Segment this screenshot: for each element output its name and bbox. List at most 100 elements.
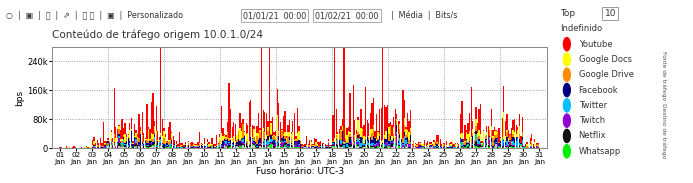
Bar — [527, 142, 528, 144]
Bar — [198, 146, 199, 147]
Bar — [166, 142, 168, 143]
Bar — [379, 144, 380, 147]
Bar — [284, 141, 286, 142]
Bar — [477, 144, 478, 146]
Bar — [335, 135, 337, 139]
Bar — [120, 147, 121, 148]
Bar — [198, 142, 199, 145]
Bar — [171, 145, 173, 146]
Bar — [252, 138, 253, 139]
Bar — [256, 133, 258, 136]
Bar — [339, 147, 340, 148]
Bar — [362, 127, 363, 129]
Bar — [220, 146, 222, 147]
Bar — [294, 141, 295, 145]
Circle shape — [563, 83, 570, 97]
Bar — [115, 138, 116, 146]
Bar — [483, 130, 484, 131]
Bar — [166, 143, 168, 145]
Bar — [141, 112, 143, 135]
Bar — [244, 145, 245, 147]
Bar — [308, 145, 309, 147]
Bar — [371, 133, 373, 140]
Bar — [284, 142, 286, 143]
Bar — [155, 145, 157, 146]
Bar — [512, 137, 514, 141]
Bar — [351, 142, 352, 144]
Bar — [363, 146, 365, 147]
Bar — [171, 138, 173, 141]
Bar — [346, 147, 348, 148]
X-axis label: Fuso horário: UTC-3: Fuso horário: UTC-3 — [256, 167, 344, 176]
Bar — [356, 141, 357, 142]
Bar — [466, 139, 467, 140]
Bar — [394, 137, 396, 142]
Bar — [385, 131, 387, 139]
Bar — [331, 145, 332, 147]
Bar — [408, 132, 410, 140]
Bar — [239, 140, 240, 141]
Bar — [98, 147, 99, 148]
Bar — [384, 144, 385, 147]
Bar — [390, 126, 391, 128]
Bar — [392, 141, 393, 142]
Bar — [484, 146, 486, 147]
Bar — [531, 134, 532, 141]
Bar — [472, 145, 473, 148]
Bar — [267, 146, 269, 147]
Bar — [531, 145, 532, 146]
Bar — [378, 140, 379, 143]
Bar — [348, 146, 349, 148]
Bar — [360, 137, 362, 143]
Bar — [463, 146, 464, 147]
Bar — [384, 135, 385, 137]
Bar — [174, 145, 175, 148]
Bar — [281, 141, 283, 142]
Bar — [199, 147, 200, 148]
Bar — [539, 147, 540, 148]
Bar — [151, 139, 152, 141]
Circle shape — [563, 99, 570, 112]
Bar — [324, 146, 326, 147]
Bar — [531, 146, 532, 147]
Bar — [253, 145, 254, 148]
Bar — [517, 139, 518, 147]
Bar — [154, 131, 155, 134]
Bar — [419, 145, 421, 146]
Bar — [435, 147, 436, 148]
Bar — [399, 134, 401, 138]
Bar — [433, 145, 435, 146]
Bar — [399, 120, 401, 124]
Bar — [348, 143, 349, 146]
Bar — [379, 147, 380, 148]
Bar — [196, 143, 198, 145]
Bar — [334, 147, 335, 148]
Bar — [374, 138, 376, 144]
Bar — [166, 141, 168, 142]
Bar — [393, 145, 394, 148]
Bar — [367, 145, 368, 147]
Bar — [349, 144, 351, 147]
Bar — [503, 141, 505, 143]
Bar — [288, 144, 289, 146]
Bar — [188, 145, 189, 147]
Bar — [259, 138, 261, 143]
Bar — [252, 146, 253, 148]
Bar — [505, 147, 506, 148]
Bar — [139, 146, 140, 148]
Bar — [250, 142, 252, 145]
Bar — [98, 143, 99, 146]
Bar — [119, 126, 120, 129]
Bar — [475, 131, 477, 134]
Bar — [472, 136, 473, 144]
Text: Twitch: Twitch — [579, 116, 605, 125]
Bar — [121, 139, 123, 141]
Bar — [125, 147, 126, 148]
Bar — [401, 147, 402, 148]
Bar — [225, 140, 227, 141]
Bar — [534, 139, 536, 142]
Bar — [339, 146, 340, 147]
Bar — [495, 144, 497, 148]
Bar — [284, 111, 286, 132]
Bar — [250, 145, 252, 147]
